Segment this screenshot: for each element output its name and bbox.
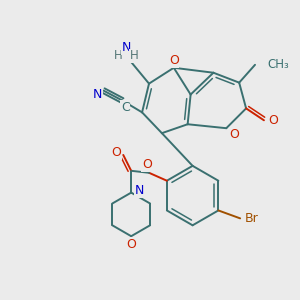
Text: H: H [130,50,139,62]
Text: O: O [169,54,179,67]
Text: N: N [93,88,102,101]
Text: N: N [122,41,131,55]
Text: H: H [114,50,123,62]
Text: Br: Br [245,212,259,225]
Text: O: O [268,114,278,127]
Text: C: C [121,101,130,114]
Text: CH₃: CH₃ [267,58,289,71]
Text: O: O [111,146,121,160]
Text: N: N [134,184,144,197]
Text: O: O [229,128,239,141]
Text: O: O [126,238,136,250]
Text: O: O [142,158,152,171]
